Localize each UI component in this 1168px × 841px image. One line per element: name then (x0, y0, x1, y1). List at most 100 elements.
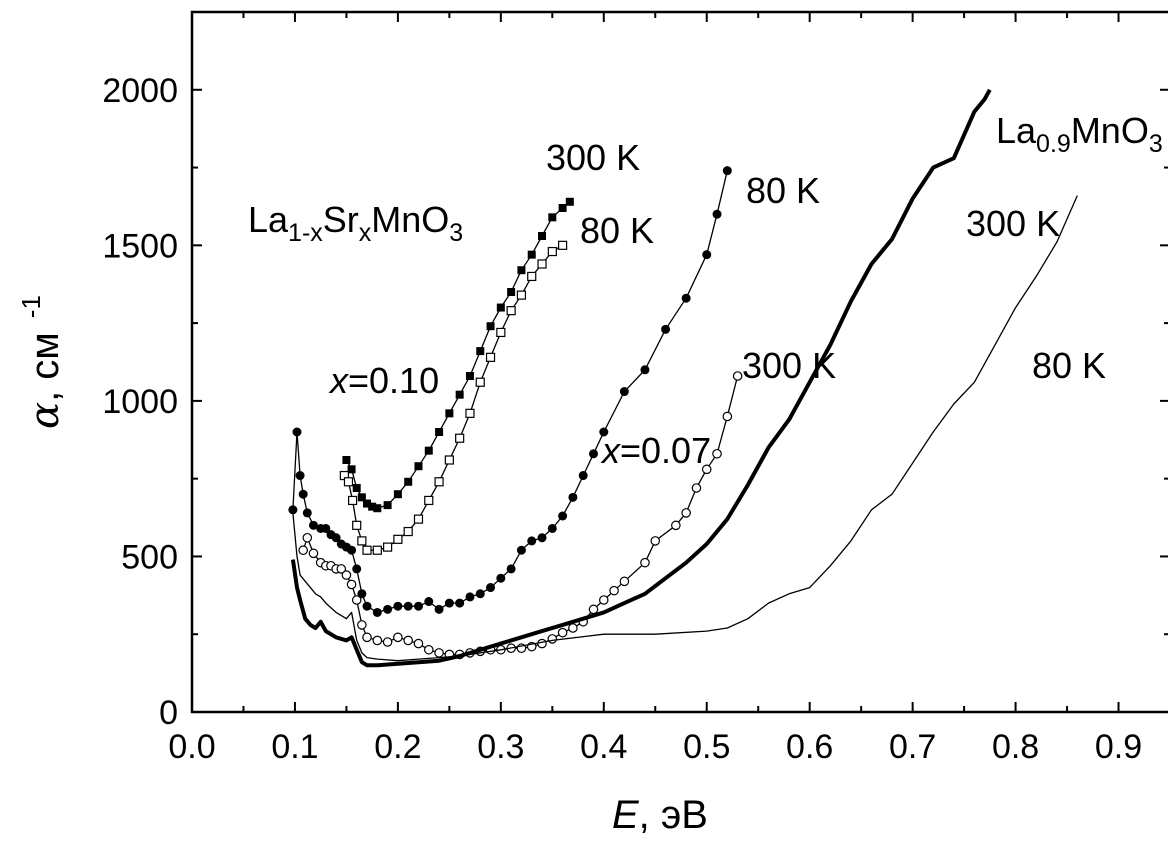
y-tick-label: 2000 (102, 72, 178, 110)
data-point (434, 477, 444, 487)
data-point (557, 627, 568, 638)
series-3 (298, 371, 743, 660)
x-tick-label: 0.3 (477, 728, 524, 766)
annotation-la-sr: La1-xSrxMnO3 (248, 199, 463, 247)
series-line (290, 88, 992, 668)
data-point (357, 620, 367, 630)
data-point (331, 533, 341, 543)
data-point (403, 635, 413, 646)
data-point (547, 246, 557, 257)
series-2 (288, 166, 732, 617)
data-point (732, 371, 743, 381)
annotation-t80-010: 80 K (580, 210, 654, 251)
data-point (722, 411, 733, 422)
data-point (671, 520, 681, 531)
data-point (445, 409, 454, 418)
y-tick-label: 0 (159, 694, 178, 732)
data-point (383, 604, 393, 614)
series-group (288, 88, 1078, 668)
data-point (403, 526, 413, 537)
data-point (465, 592, 475, 602)
data-point (352, 484, 361, 492)
data-point (393, 632, 403, 643)
data-point (362, 632, 372, 643)
data-point (336, 564, 347, 574)
data-point (308, 520, 318, 530)
data-point (496, 573, 506, 583)
annotation-la09: La0.9MnO3 (996, 110, 1163, 158)
data-point (507, 288, 516, 296)
data-point (619, 387, 629, 397)
data-point (414, 462, 423, 471)
data-point (298, 489, 308, 499)
data-point (486, 322, 495, 331)
data-point (455, 598, 465, 608)
data-point (393, 534, 403, 544)
data-point (372, 545, 382, 555)
data-point (347, 465, 356, 474)
data-point (640, 365, 650, 375)
x-tick-label: 0.7 (889, 728, 936, 766)
data-point (661, 324, 671, 334)
data-point (547, 523, 557, 533)
data-point (506, 306, 516, 316)
data-point (362, 545, 372, 555)
data-point (343, 477, 354, 487)
data-point (357, 589, 367, 599)
data-point (517, 266, 526, 275)
svg-text:α, см-1: α, см-1 (16, 295, 68, 429)
data-point (486, 583, 496, 593)
data-point (292, 427, 302, 437)
data-point (393, 601, 403, 611)
annotation-t300-010: 300 K (546, 137, 640, 178)
annotation-x010: x=0.10 (328, 360, 439, 401)
data-point (435, 428, 444, 436)
x-axis-title: E, эВ (612, 793, 708, 837)
data-point (352, 520, 362, 530)
data-point (588, 604, 599, 615)
data-point (496, 327, 506, 338)
data-point (341, 570, 352, 580)
y-tick-label: 500 (121, 538, 178, 576)
data-point (506, 564, 516, 574)
data-point (681, 293, 691, 303)
data-point (413, 638, 424, 649)
annotation-t80-007: 80 K (746, 170, 820, 211)
x-tick-label: 0.8 (992, 728, 1039, 766)
annotation-t80-09: 80 K (1032, 345, 1106, 386)
data-point (302, 508, 312, 518)
data-point (382, 637, 393, 647)
data-point (516, 545, 526, 555)
data-point (465, 372, 474, 380)
axis-ticks (191, 12, 1168, 713)
data-point (455, 433, 465, 443)
series-1 (339, 240, 568, 555)
x-tick-label: 0.9 (1095, 728, 1142, 766)
data-point (424, 597, 434, 607)
data-point (302, 532, 313, 543)
data-point (352, 564, 362, 574)
data-point (383, 501, 392, 510)
data-point (368, 502, 377, 511)
data-point (347, 545, 357, 555)
data-point (455, 390, 464, 399)
series-line (345, 201, 571, 509)
data-point (372, 607, 382, 617)
data-point (527, 250, 536, 259)
series-5 (292, 195, 1078, 662)
data-point (475, 589, 485, 599)
series-4 (290, 88, 992, 668)
data-point (393, 490, 402, 499)
data-point (722, 166, 732, 176)
data-point (548, 213, 557, 222)
x-tick-labels: 0.0 0.1 0.2 0.3 0.4 0.5 0.6 0.7 0.8 0.9 (168, 728, 1142, 766)
data-point (362, 601, 372, 611)
data-point (568, 492, 578, 502)
data-point (537, 259, 547, 269)
data-point (372, 635, 383, 646)
data-point (288, 505, 298, 515)
data-point (465, 408, 475, 418)
data-point (712, 209, 722, 219)
data-point (373, 504, 382, 513)
data-point (588, 449, 598, 459)
